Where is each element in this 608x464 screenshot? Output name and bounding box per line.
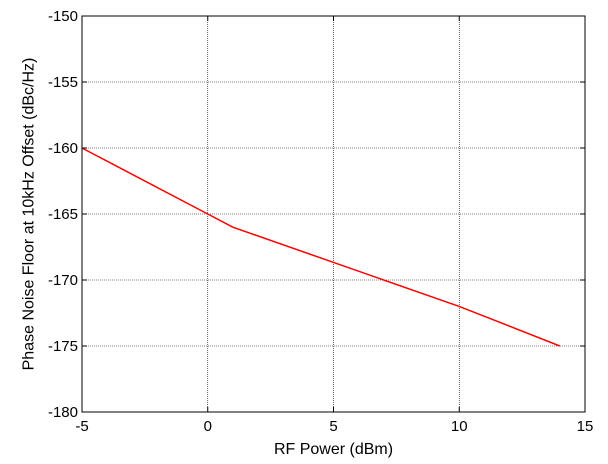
y-tick-label: -155 xyxy=(48,74,78,91)
x-tick-label: -5 xyxy=(75,418,88,435)
y-tick-label: -160 xyxy=(48,140,78,157)
x-axis-title: RF Power (dBm) xyxy=(274,441,393,458)
tick-labels: -5 0 5 10 15 -180 -175 -170 -165 -160 -155 -150 xyxy=(48,8,593,435)
series-layer xyxy=(81,147,561,347)
x-tick-label: 5 xyxy=(329,418,337,435)
y-tick-label: -165 xyxy=(48,206,78,223)
x-tick-label: 0 xyxy=(204,418,212,435)
y-tick-label: -180 xyxy=(48,404,78,421)
y-tick-label: -150 xyxy=(48,8,78,25)
y-tick-label: -175 xyxy=(48,338,78,355)
series-line xyxy=(81,147,561,347)
x-tick-label: 10 xyxy=(451,418,468,435)
ticks xyxy=(81,15,586,413)
y-axis-title: Phase Noise Floor at 10kHz Offset (dBc/H… xyxy=(21,58,38,371)
x-tick-label: 15 xyxy=(577,418,594,435)
y-tick-label: -170 xyxy=(48,272,78,289)
